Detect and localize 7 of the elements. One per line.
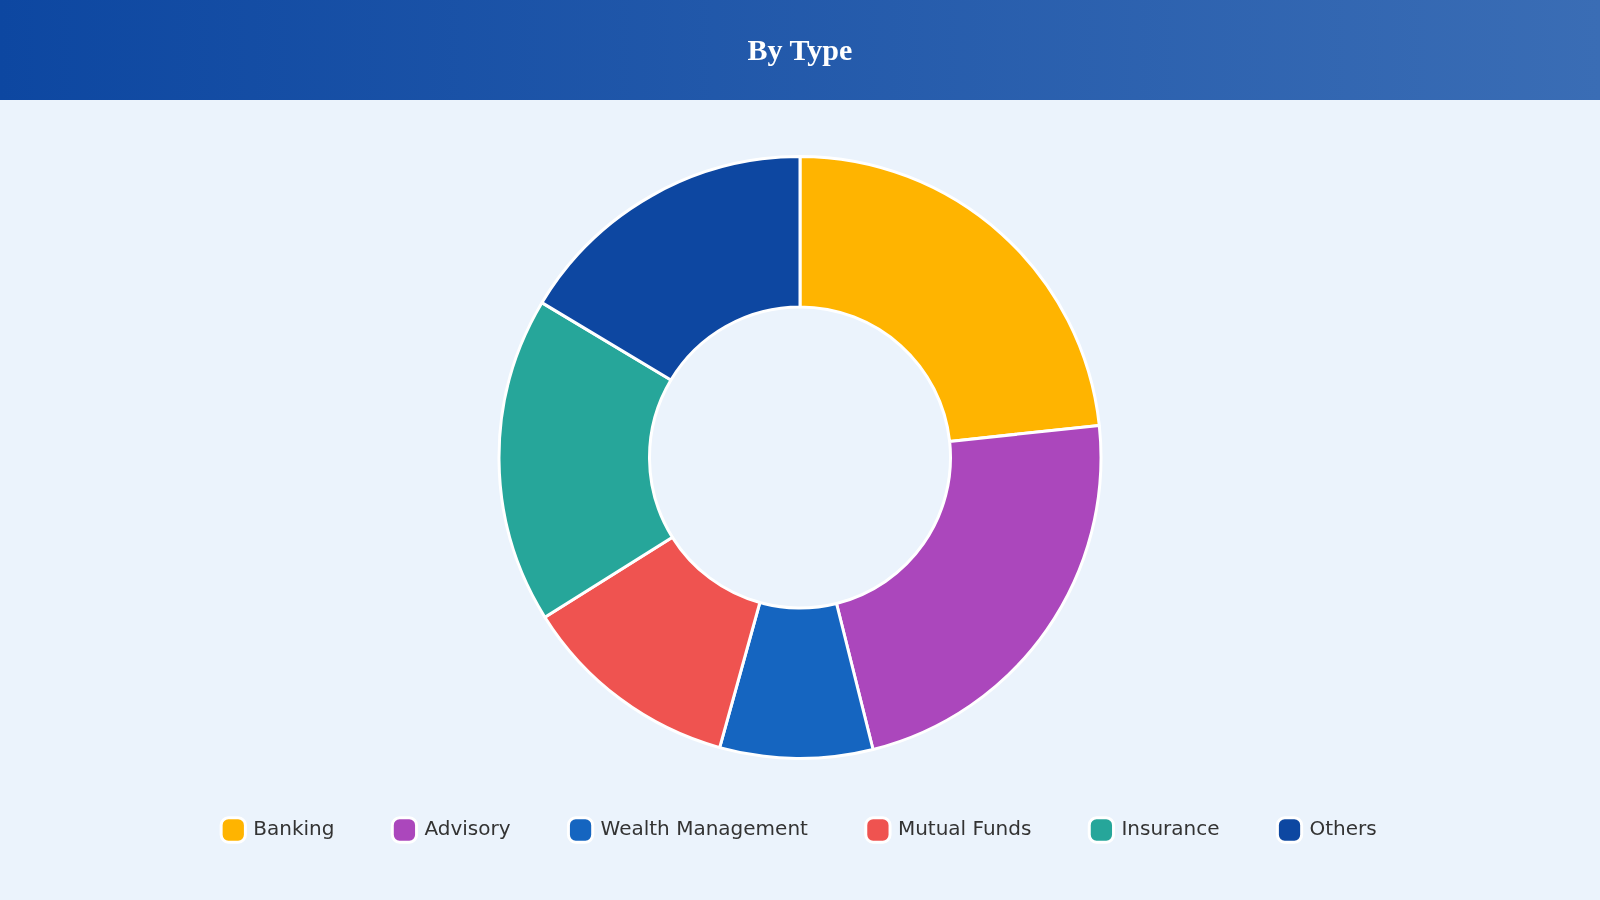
legend-label: Advisory [424,816,511,841]
legend-label: Mutual Funds [897,816,1032,841]
legend-label: Others [1309,816,1377,841]
legend-label: Banking [253,816,335,841]
legend-label: Insurance [1121,816,1220,841]
chart-title: By Type [747,33,853,67]
legend-label: Wealth Management [600,816,809,841]
